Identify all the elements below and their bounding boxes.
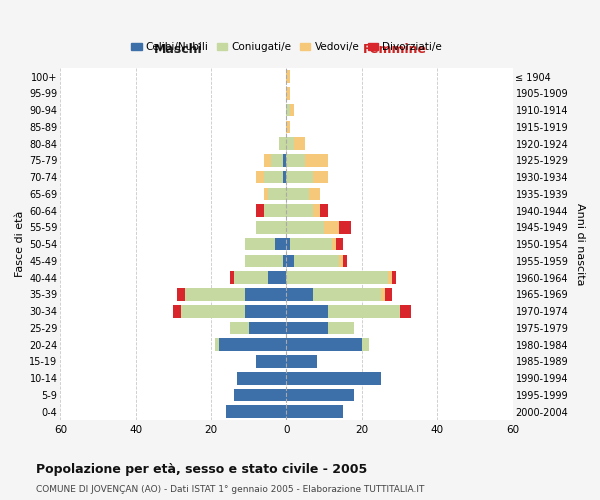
Bar [264, 188, 268, 200]
Bar [286, 388, 355, 402]
Bar [286, 288, 313, 301]
Text: Popolazione per età, sesso e stato civile - 2005: Popolazione per età, sesso e stato civil… [36, 462, 367, 475]
Bar [286, 87, 290, 100]
Bar [286, 406, 343, 418]
Bar [245, 305, 286, 318]
Bar [286, 272, 388, 284]
Bar [286, 154, 305, 166]
Bar [328, 322, 355, 334]
Bar [173, 305, 181, 318]
Bar [230, 322, 249, 334]
Bar [264, 171, 283, 183]
Bar [324, 221, 339, 234]
Bar [286, 305, 328, 318]
Bar [249, 322, 286, 334]
Bar [234, 388, 286, 402]
Bar [294, 138, 305, 150]
Bar [286, 372, 381, 384]
Bar [245, 238, 275, 250]
Bar [238, 372, 286, 384]
Bar [185, 288, 245, 301]
Bar [290, 238, 332, 250]
Bar [286, 204, 313, 217]
Bar [230, 272, 234, 284]
Bar [286, 120, 290, 133]
Bar [362, 338, 370, 351]
Bar [286, 171, 313, 183]
Bar [275, 238, 286, 250]
Bar [388, 272, 392, 284]
Bar [294, 254, 339, 268]
Bar [305, 154, 328, 166]
Bar [286, 104, 290, 117]
Bar [218, 338, 286, 351]
Bar [245, 288, 286, 301]
Bar [256, 204, 264, 217]
Bar [286, 70, 290, 83]
Bar [283, 254, 286, 268]
Y-axis label: Anni di nascita: Anni di nascita [575, 203, 585, 285]
Bar [392, 272, 396, 284]
Bar [268, 272, 286, 284]
Bar [286, 322, 328, 334]
Bar [256, 355, 286, 368]
Bar [385, 288, 392, 301]
Bar [343, 254, 347, 268]
Bar [328, 305, 400, 318]
Bar [256, 221, 286, 234]
Bar [271, 154, 283, 166]
Bar [283, 154, 286, 166]
Bar [181, 305, 245, 318]
Text: Maschi: Maschi [154, 43, 202, 56]
Bar [177, 288, 185, 301]
Bar [335, 238, 343, 250]
Bar [400, 305, 411, 318]
Bar [264, 154, 271, 166]
Bar [264, 204, 286, 217]
Bar [286, 338, 362, 351]
Bar [313, 204, 320, 217]
Bar [286, 254, 294, 268]
Bar [309, 188, 320, 200]
Bar [268, 188, 286, 200]
Bar [290, 104, 294, 117]
Bar [339, 254, 343, 268]
Y-axis label: Fasce di età: Fasce di età [15, 211, 25, 278]
Bar [320, 204, 328, 217]
Bar [339, 221, 350, 234]
Bar [283, 171, 286, 183]
Bar [245, 254, 283, 268]
Bar [279, 138, 286, 150]
Legend: Celibi/Nubili, Coniugati/e, Vedovi/e, Divorziati/e: Celibi/Nubili, Coniugati/e, Vedovi/e, Di… [127, 38, 446, 56]
Text: Femmine: Femmine [363, 43, 427, 56]
Bar [234, 272, 268, 284]
Bar [381, 288, 385, 301]
Text: COMUNE DI JOVENÇAN (AO) - Dati ISTAT 1° gennaio 2005 - Elaborazione TUTTITALIA.I: COMUNE DI JOVENÇAN (AO) - Dati ISTAT 1° … [36, 485, 424, 494]
Bar [313, 288, 381, 301]
Bar [286, 238, 290, 250]
Bar [215, 338, 218, 351]
Bar [256, 171, 264, 183]
Bar [313, 171, 328, 183]
Bar [226, 406, 286, 418]
Bar [332, 238, 335, 250]
Bar [286, 221, 324, 234]
Bar [286, 138, 294, 150]
Bar [286, 355, 317, 368]
Bar [286, 188, 309, 200]
